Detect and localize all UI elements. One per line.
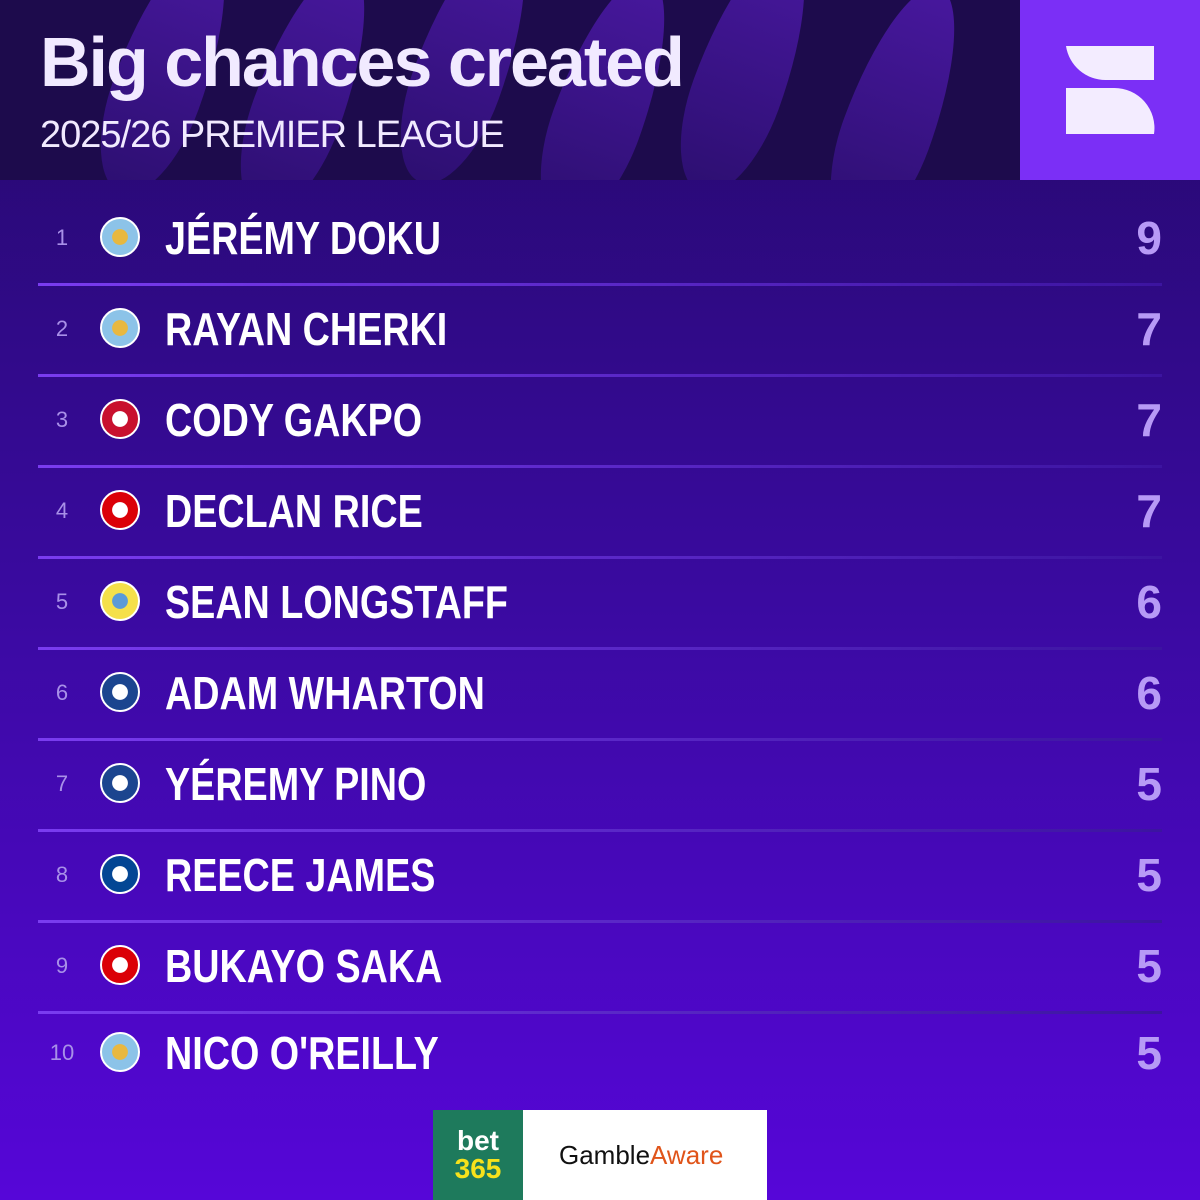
club-badge-icon bbox=[100, 490, 140, 530]
big-chances-value: 5 bbox=[1136, 1027, 1162, 1079]
bet365-logo: bet 365 bbox=[433, 1110, 523, 1200]
player-name: DECLAN RICE bbox=[165, 485, 423, 537]
table-row: 2 RAYAN CHERKI 7 bbox=[38, 286, 1162, 377]
table-row: 3 CODY GAKPO 7 bbox=[38, 377, 1162, 468]
rank: 2 bbox=[55, 316, 69, 341]
row-divider bbox=[38, 738, 1162, 741]
sponsor-banner: bet 365 GambleAware bbox=[433, 1110, 767, 1200]
row-divider bbox=[38, 283, 1162, 286]
rank: 7 bbox=[55, 771, 69, 796]
row-divider bbox=[38, 465, 1162, 468]
row-divider bbox=[38, 374, 1162, 377]
big-chances-value: 5 bbox=[1136, 940, 1162, 992]
player-name: RAYAN CHERKI bbox=[165, 303, 448, 355]
table-row: 8 REECE JAMES 5 bbox=[38, 832, 1162, 923]
player-name: ADAM WHARTON bbox=[165, 667, 485, 719]
rank: 8 bbox=[55, 862, 69, 887]
big-chances-value: 7 bbox=[1136, 394, 1162, 446]
rank: 3 bbox=[55, 407, 69, 432]
big-chances-value: 5 bbox=[1136, 849, 1162, 901]
row-divider bbox=[38, 647, 1162, 650]
club-badge-icon bbox=[100, 308, 140, 348]
big-chances-value: 5 bbox=[1136, 758, 1162, 810]
table-row: 7 YÉREMY PINO 5 bbox=[38, 741, 1162, 832]
player-name: CODY GAKPO bbox=[165, 394, 423, 446]
club-badge-icon bbox=[100, 672, 140, 712]
table-row: 9 BUKAYO SAKA 5 bbox=[38, 923, 1162, 1014]
rank: 5 bbox=[55, 589, 69, 614]
club-badge-icon bbox=[100, 945, 140, 985]
big-chances-value: 9 bbox=[1136, 212, 1162, 264]
player-name: REECE JAMES bbox=[165, 849, 436, 901]
row-divider bbox=[38, 829, 1162, 832]
player-name: JÉRÉMY DOKU bbox=[165, 212, 441, 264]
table-row: 5 SEAN LONGSTAFF 6 bbox=[38, 559, 1162, 650]
rank: 9 bbox=[55, 953, 69, 978]
player-name: SEAN LONGSTAFF bbox=[165, 576, 508, 628]
table-row: 4 DECLAN RICE 7 bbox=[38, 468, 1162, 559]
page-subtitle: 2025/26 PREMIER LEAGUE bbox=[40, 114, 505, 156]
row-divider bbox=[38, 1011, 1162, 1014]
club-badge-icon bbox=[100, 1032, 140, 1072]
big-chances-value: 7 bbox=[1136, 485, 1162, 537]
rank: 10 bbox=[49, 1040, 75, 1065]
row-divider bbox=[38, 920, 1162, 923]
table-row: 10 NICO O'REILLY 5 bbox=[38, 1010, 1162, 1101]
header: Big chances created 2025/26 PREMIER LEAG… bbox=[0, 0, 1020, 180]
player-name: YÉREMY PINO bbox=[165, 758, 427, 810]
big-chances-value: 7 bbox=[1136, 303, 1162, 355]
gambleaware-logo: GambleAware bbox=[559, 1140, 724, 1170]
club-badge-icon bbox=[100, 854, 140, 894]
brand-logo bbox=[1020, 0, 1200, 180]
table-row: 6 ADAM WHARTON 6 bbox=[38, 650, 1162, 741]
s-logo-icon bbox=[1066, 46, 1155, 134]
player-name: BUKAYO SAKA bbox=[165, 940, 443, 992]
club-badge-icon bbox=[100, 581, 140, 621]
club-badge-icon bbox=[100, 763, 140, 803]
rank: 1 bbox=[55, 225, 69, 250]
club-badge-icon bbox=[100, 217, 140, 257]
row-divider bbox=[38, 556, 1162, 559]
big-chances-value: 6 bbox=[1136, 576, 1162, 628]
table-row: 1 JÉRÉMY DOKU 9 bbox=[38, 195, 1162, 286]
rank: 4 bbox=[55, 498, 69, 523]
rank: 6 bbox=[55, 680, 69, 705]
big-chances-value: 6 bbox=[1136, 667, 1162, 719]
page-title: Big chances created bbox=[40, 23, 685, 101]
club-badge-icon bbox=[100, 399, 140, 439]
player-name: NICO O'REILLY bbox=[165, 1027, 439, 1079]
